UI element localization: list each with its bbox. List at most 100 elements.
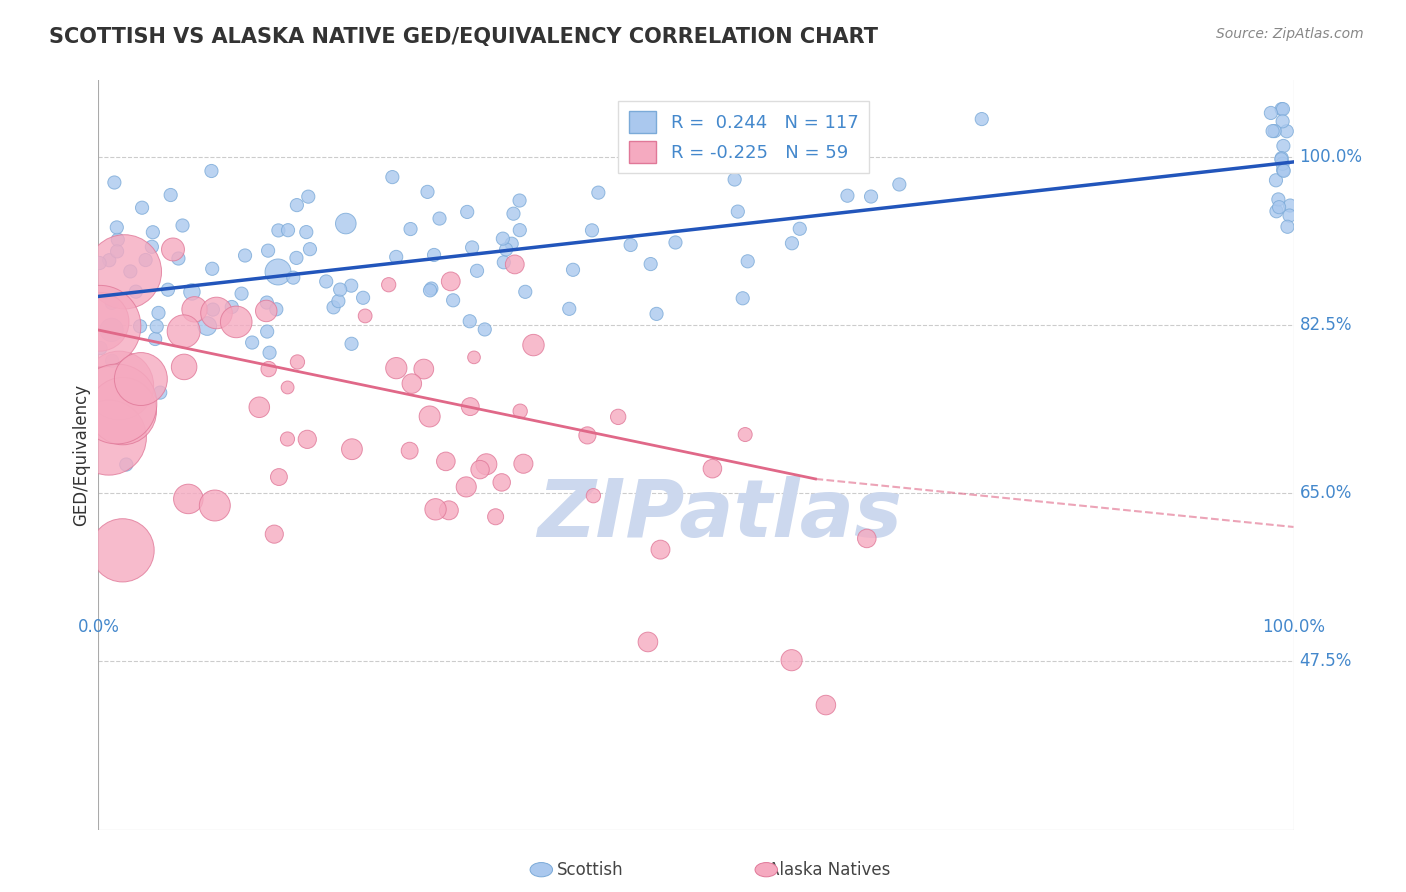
- Point: [780, 653, 803, 667]
- Point: [515, 285, 537, 299]
- Point: [501, 236, 523, 251]
- Point: [145, 319, 167, 334]
- Point: [419, 409, 441, 424]
- Point: [475, 457, 498, 471]
- Point: [148, 306, 170, 320]
- Point: [283, 270, 305, 285]
- Point: [495, 243, 517, 257]
- Point: [173, 324, 195, 338]
- Point: [195, 319, 218, 334]
- Point: [970, 112, 993, 126]
- Text: Scottish: Scottish: [557, 861, 624, 879]
- Point: [257, 362, 280, 376]
- Point: [105, 397, 128, 411]
- Point: [143, 332, 166, 346]
- Point: [89, 341, 111, 355]
- Point: [167, 252, 190, 266]
- Point: [149, 385, 172, 400]
- Point: [183, 302, 205, 317]
- Point: [1271, 102, 1294, 116]
- Point: [108, 378, 131, 392]
- Point: [429, 211, 451, 226]
- Point: [201, 261, 224, 276]
- Point: [620, 238, 643, 252]
- Text: 47.5%: 47.5%: [1299, 652, 1353, 671]
- Text: SCOTTISH VS ALASKA NATIVE GED/EQUIVALENCY CORRELATION CHART: SCOTTISH VS ALASKA NATIVE GED/EQUIVALENC…: [49, 27, 879, 46]
- Point: [1271, 157, 1294, 171]
- Point: [89, 315, 111, 329]
- Point: [1278, 209, 1301, 223]
- Point: [522, 338, 544, 352]
- Point: [340, 336, 363, 351]
- Point: [456, 205, 478, 219]
- Point: [727, 204, 749, 219]
- Point: [419, 284, 441, 298]
- Point: [562, 262, 585, 277]
- Point: [737, 254, 759, 268]
- Point: [322, 301, 344, 315]
- Point: [465, 264, 488, 278]
- Point: [780, 236, 803, 251]
- Point: [297, 433, 319, 447]
- Point: [491, 475, 513, 490]
- Point: [111, 543, 134, 558]
- Point: [141, 240, 163, 254]
- Point: [111, 404, 134, 418]
- Point: [287, 355, 309, 369]
- Point: [731, 291, 754, 305]
- Point: [125, 285, 148, 299]
- Point: [254, 304, 277, 318]
- Point: [225, 315, 247, 329]
- Y-axis label: GED/Equivalency: GED/Equivalency: [72, 384, 90, 526]
- Point: [860, 189, 883, 203]
- Point: [101, 296, 124, 310]
- Point: [1272, 163, 1295, 178]
- Point: [1264, 124, 1286, 138]
- Point: [120, 264, 142, 278]
- Point: [247, 401, 270, 415]
- Point: [276, 432, 298, 446]
- Point: [204, 499, 226, 513]
- Point: [1265, 173, 1288, 187]
- Point: [103, 176, 125, 190]
- Point: [607, 409, 630, 424]
- Point: [1275, 124, 1298, 138]
- Point: [162, 243, 184, 257]
- Point: [702, 461, 724, 475]
- Point: [329, 283, 352, 297]
- Point: [256, 295, 278, 310]
- Point: [172, 219, 194, 233]
- Point: [664, 235, 686, 250]
- Text: 0.0%: 0.0%: [77, 618, 120, 636]
- Point: [205, 306, 228, 320]
- Point: [1261, 124, 1284, 138]
- Point: [377, 277, 399, 292]
- Point: [285, 251, 308, 265]
- Point: [240, 335, 263, 350]
- Point: [97, 431, 120, 445]
- Point: [277, 223, 299, 237]
- Point: [105, 220, 128, 235]
- Point: [267, 265, 290, 279]
- Point: [181, 285, 204, 299]
- Point: [335, 217, 357, 231]
- Point: [1271, 102, 1294, 116]
- Point: [257, 244, 280, 258]
- Point: [340, 442, 363, 457]
- Point: [425, 502, 447, 516]
- Point: [129, 319, 152, 334]
- Point: [723, 172, 745, 186]
- Point: [1270, 153, 1292, 167]
- Point: [582, 489, 605, 503]
- Point: [263, 527, 285, 541]
- Point: [354, 309, 377, 323]
- Point: [298, 242, 321, 256]
- Text: 100.0%: 100.0%: [1263, 618, 1324, 636]
- Point: [266, 302, 288, 317]
- Point: [889, 178, 911, 192]
- Point: [1260, 106, 1282, 120]
- Point: [576, 428, 599, 442]
- Point: [412, 362, 434, 376]
- Point: [381, 170, 404, 185]
- Point: [177, 491, 200, 506]
